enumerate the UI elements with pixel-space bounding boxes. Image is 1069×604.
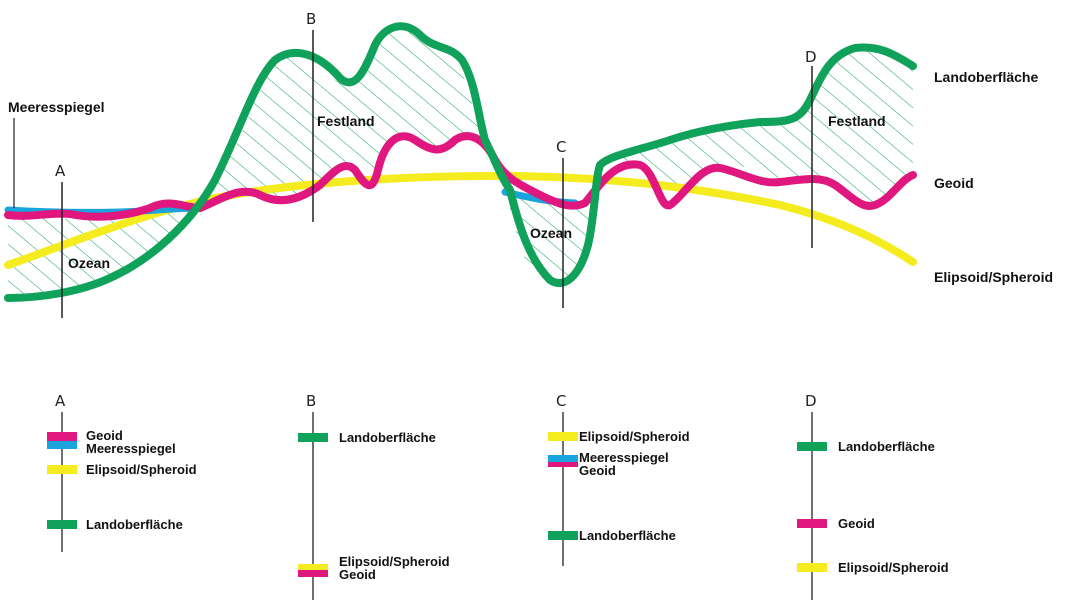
label-ozean-a: Ozean [68, 255, 110, 271]
label-landoberflaeche-right: Landoberfläche [934, 69, 1038, 85]
col-c-swatch-landoberflaeche [548, 531, 578, 540]
col-c-swatch-ellipsoid [548, 432, 578, 441]
col-b-label-landoberflaeche: Landoberfläche [339, 430, 436, 445]
col-d-label-landoberflaeche: Landoberfläche [838, 439, 935, 454]
marker-letter-c: C [556, 138, 566, 156]
col-a-label-meeresspiegel: Meeresspiegel [86, 441, 176, 456]
col-d-swatch-landoberflaeche [797, 442, 827, 451]
col-c-label-ellipsoid: Elipsoid/Spheroid [579, 429, 690, 444]
col-c-label-landoberflaeche: Landoberfläche [579, 528, 676, 543]
col-d-swatch-ellipsoid [797, 563, 827, 572]
col-d-label-ellipsoid: Elipsoid/Spheroid [838, 560, 949, 575]
label-festland-d: Festland [828, 113, 886, 129]
col-a-label-ellipsoid: Elipsoid/Spheroid [86, 462, 197, 477]
col-a-swatch-landoberflaeche [47, 520, 77, 529]
col-a-swatch-ellipsoid [47, 465, 77, 474]
label-geoid-right: Geoid [934, 175, 974, 191]
col-b-swatch-ellipsoid [298, 564, 328, 570]
col-b-label-geoid: Geoid [339, 567, 376, 582]
col-b-swatch-geoid [298, 570, 328, 577]
col-d-letter: D [805, 392, 817, 410]
col-d-label-geoid: Geoid [838, 516, 875, 531]
label-meeresspiegel: Meeresspiegel [8, 99, 105, 115]
col-c-swatch-geoid [548, 462, 578, 467]
label-ozean-c: Ozean [530, 225, 572, 241]
col-d-swatch-geoid [797, 519, 827, 528]
label-ellipsoid-right: Elipsoid/Spheroid [934, 269, 1053, 285]
marker-letter-a: A [55, 162, 66, 180]
col-a-swatch-geoid [47, 432, 77, 441]
col-c-swatch-meeresspiegel [548, 455, 578, 462]
marker-letter-b: B [306, 10, 316, 28]
col-c-letter: C [556, 392, 566, 410]
label-festland-b: Festland [317, 113, 375, 129]
col-c-label-geoid: Geoid [579, 463, 616, 478]
col-a-label-landoberflaeche: Landoberfläche [86, 517, 183, 532]
col-a-letter: A [55, 392, 66, 410]
col-b-swatch-landoberflaeche [298, 433, 328, 442]
marker-letter-d: D [805, 48, 817, 66]
col-b-letter: B [306, 392, 316, 410]
col-a-swatch-meeresspiegel [47, 441, 77, 449]
